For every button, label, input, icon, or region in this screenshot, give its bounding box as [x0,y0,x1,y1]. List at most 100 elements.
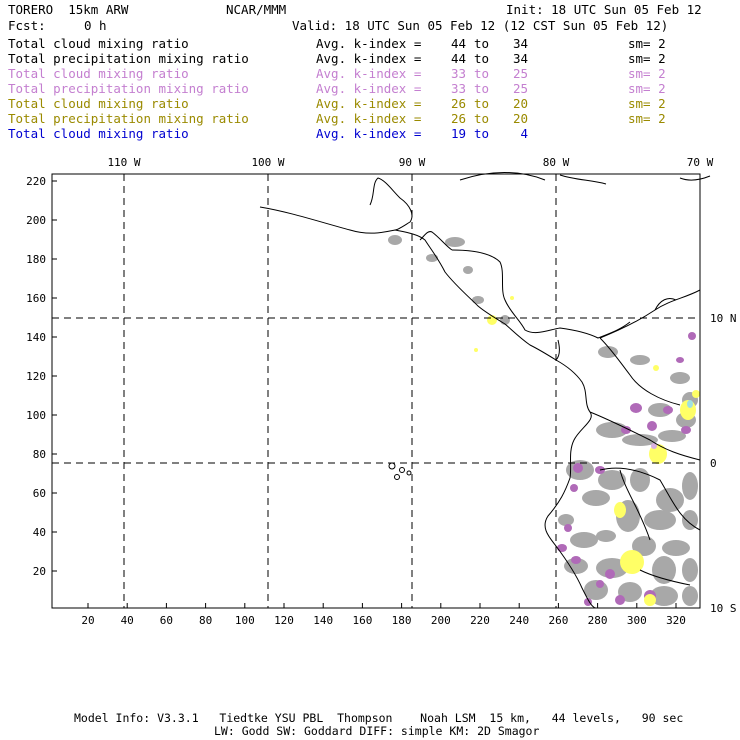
gray-field-cell [596,422,628,438]
light-purple-field-cell [651,443,657,449]
legend-row: Total cloud mixing ratio Avg. k-index = 33… [8,66,732,81]
legend-variable: Total precipitation mixing ratio [8,51,249,66]
purple-field-cell [571,556,581,564]
gray-field-cell [670,372,690,384]
legend-to-label: to [474,66,490,81]
gray-field-cell [426,254,438,262]
gray-field-cell [596,530,616,542]
grid-y-tick-label: 120 [26,370,46,383]
physics-info-line: LW: Godd SW: Goddard DIFF: simple KM: 2D… [214,724,540,738]
legend-from-value: 44 [450,36,466,51]
legend-variable: Total cloud mixing ratio [8,36,189,51]
legend-smoothing: sm= 2 [628,51,666,66]
yellow-field-cell [644,594,656,606]
purple-field-cell [596,580,604,588]
gray-field-cell [682,586,698,606]
map-frame [51,173,701,609]
legend-to-label: to [474,111,490,126]
south-america-coastline [544,359,597,609]
legend-avg-label: Avg. k-index = [316,36,422,51]
gray-field-cell [644,510,676,530]
legend-smoothing: sm= 2 [628,66,666,81]
gray-field-cell [598,470,626,490]
gray-field-cell [582,490,610,506]
grid-y-tick-label: 100 [26,409,46,422]
latitude-label: 10 S [710,602,737,615]
grid-x-tick-label: 120 [274,614,294,627]
gray-field-cell [632,536,656,556]
grid-x-tick-label: 260 [548,614,568,627]
yellow-field-cell [692,390,700,398]
legend-variable: Total cloud mixing ratio [8,66,189,81]
longitude-label: 110 W [107,156,140,169]
grid-y-tick-label: 200 [26,214,46,227]
mexico-coastline [259,206,560,361]
init-time: Init: 18 UTC Sun 05 Feb 12 [506,2,702,17]
grid-x-tick-label: 60 [160,614,173,627]
legend-to-value: 20 [512,96,528,111]
legend-to-value: 4 [520,126,528,141]
grid-y-tick-label: 60 [33,487,46,500]
yellow-field-cell [649,444,667,464]
legend-from-value: 33 [450,81,466,96]
purple-field-cell [605,569,615,579]
latitude-label: 10 N [710,312,737,325]
gray-field-cell [445,237,465,247]
gray-field-cell [630,355,650,365]
coastlines [259,172,711,609]
gray-field-cell [564,558,588,574]
legend-avg-label: Avg. k-index = [316,126,422,141]
lat-lon-grid [52,174,700,608]
grid-y-tick-label: 40 [33,526,46,539]
legend-avg-label: Avg. k-index = [316,51,422,66]
legend-row: Total precipitation mixing ratio Avg. k-i… [8,111,732,126]
grid-x-tick-label: 280 [588,614,608,627]
purple-field-cell [663,406,673,414]
grid-x-tick-label: 80 [199,614,212,627]
legend-from-value: 26 [450,96,466,111]
grid-y-tick-label: 160 [26,292,46,305]
gray-field-cell [596,558,628,578]
gray-field-cell [662,540,690,556]
purple-field-cell [557,544,567,552]
legend-variable: Total precipitation mixing ratio [8,111,249,126]
grid-x-tick-label: 100 [235,614,255,627]
legend-to-value: 34 [512,36,528,51]
legend-row: Total precipitation mixing ratio Avg. k-i… [8,51,732,66]
legend-from-value: 44 [450,51,466,66]
model-info-line: Model Info: V3.3.1 Tiedtke YSU PBL Thomp… [74,711,684,725]
legend-from-value: 26 [450,111,466,126]
gray-field-cell [682,472,698,500]
gray-field-cell [472,296,484,304]
gray-field-cell [463,266,473,274]
legend-to-label: to [474,81,490,96]
legend-avg-label: Avg. k-index = [316,96,422,111]
grid-x-tick-label: 220 [470,614,490,627]
grid-x-tick-label: 320 [666,614,686,627]
legend-variable: Total cloud mixing ratio [8,96,189,111]
gray-field-cell [388,235,402,245]
gray-field-cell [570,532,598,548]
forecast-label: Fcst: [8,18,46,33]
purple-field-cell [573,463,583,473]
map-axes: 110 W 100 W 90 W 80 W 70 W 10 N 0 10 S 220 200 180… [26,156,736,627]
caribbean-coastline [451,249,631,339]
yellow-field-cell [620,550,644,574]
legend-avg-label: Avg. k-index = [316,111,422,126]
legend-to-value: 34 [512,51,528,66]
legend-avg-label: Avg. k-index = [316,81,422,96]
gray-field-cell [682,558,698,582]
legend-smoothing: sm= 2 [628,81,666,96]
legend-to-label: to [474,96,490,111]
grid-x-tick-label: 240 [509,614,529,627]
longitude-label: 90 W [399,156,426,169]
gray-field-cell [656,488,684,512]
grid-x-tick-label: 300 [627,614,647,627]
valid-time: Valid: 18 UTC Sun 05 Feb 12 (12 CST Sun … [292,18,669,33]
caribbean-coast-south [599,289,701,339]
purple-field-cell [676,357,684,363]
gulf-coastline [369,177,453,251]
organization-label: NCAR/MMM [226,2,287,17]
grid-y-tick-label: 220 [26,175,46,188]
